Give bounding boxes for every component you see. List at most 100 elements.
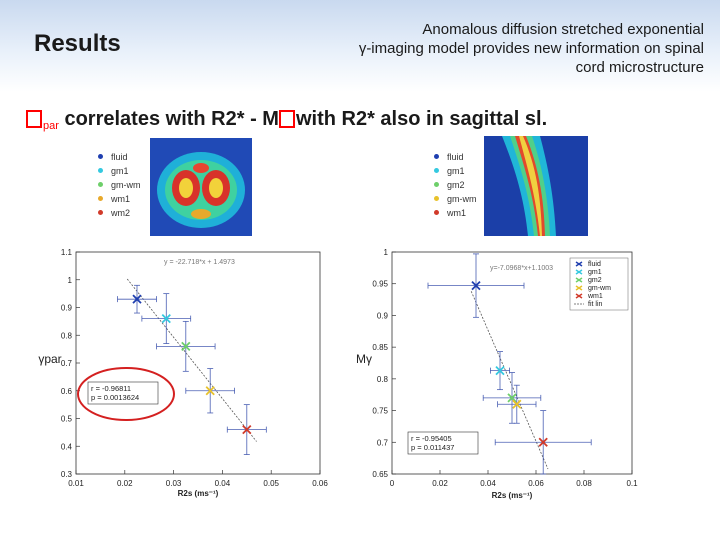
- x-tick-label: 0.03: [166, 479, 182, 488]
- y-tick-label: 1.1: [61, 248, 73, 257]
- y-axis-label: Mγ: [356, 352, 372, 366]
- legend-label: gm-wm: [111, 180, 141, 190]
- stats-text: p = 0.0013624: [91, 393, 139, 402]
- legend-item: fluid: [98, 150, 141, 164]
- y-tick-label: 0.75: [372, 407, 388, 416]
- data-point: [156, 320, 216, 372]
- legend-marker: [575, 293, 583, 299]
- point-marker: [495, 365, 505, 376]
- legend-marker: [575, 261, 583, 267]
- stats-text: p = 0.011437: [411, 443, 454, 452]
- highlight-ellipse: [77, 367, 175, 421]
- legend-dot: [434, 182, 439, 187]
- y-tick-label: 0.4: [61, 442, 73, 451]
- y-tick-label: 0.95: [372, 280, 388, 289]
- legend-label: fluid: [447, 152, 464, 162]
- fit-equation: y = -22.718*x + 1.4973: [164, 259, 235, 266]
- plot-area: [75, 251, 321, 475]
- headline-subscript: par: [43, 120, 59, 132]
- y-tick-label: 0.8: [377, 375, 389, 384]
- axial-image-panel: fluid gm1 gm-wm wm1 wm2: [90, 136, 258, 236]
- legend-label: gm1: [588, 269, 602, 276]
- fit-line: [126, 278, 257, 442]
- y-tick-label: 0.9: [61, 304, 73, 313]
- subtitle-line: Anomalous diffusion stretched exponentia…: [422, 21, 704, 38]
- data-point: [117, 284, 157, 314]
- legend-dot: [98, 182, 103, 187]
- fit-line: [470, 291, 549, 470]
- sagittal-legend: fluid gm1 gm2 gm-wm wm1: [434, 150, 477, 220]
- y-tick-label: 0.8: [61, 331, 73, 340]
- legend-item: wm1: [98, 192, 141, 206]
- x-tick-label: 0.04: [215, 479, 231, 488]
- slide-title: Results: [34, 30, 121, 57]
- x-tick-label: 0.06: [312, 479, 328, 488]
- sagittal-image-panel: fluid gm1 gm2 gm-wm wm1: [426, 136, 590, 236]
- subtitle-line: γ-imaging model provides new information…: [358, 40, 704, 57]
- legend-item: gm-wm: [434, 192, 477, 206]
- y-tick-label: 0.7: [377, 438, 389, 447]
- data-point: [494, 410, 592, 475]
- legend-label: gm-wm: [588, 285, 611, 292]
- x-tick-label: 0.01: [68, 479, 84, 488]
- point-marker: [507, 393, 517, 403]
- legend-frame: [569, 257, 629, 311]
- legend-marker: [575, 285, 583, 291]
- legend-marker: [575, 277, 583, 283]
- x-axis-label: R2s (ms⁻¹): [178, 489, 219, 498]
- legend-dot: [434, 196, 439, 201]
- legend-dot: [434, 168, 439, 173]
- data-point: [482, 372, 542, 424]
- stats-frame: [87, 381, 159, 405]
- legend-marker: [575, 269, 583, 275]
- y-tick-label: 0.65: [372, 470, 388, 479]
- legend-dot: [98, 196, 103, 201]
- y-tick-label: 0.9: [377, 311, 389, 320]
- sagittal-mri-image: [484, 136, 588, 236]
- x-tick-label: 0: [390, 479, 395, 488]
- stats-frame: [407, 431, 479, 455]
- y-tick-label: 0.6: [61, 387, 73, 396]
- x-tick-label: 0.04: [480, 479, 496, 488]
- legend-label: gm1: [111, 166, 129, 176]
- point-marker: [132, 294, 142, 304]
- point-marker: [181, 341, 191, 351]
- legend-label: gm1: [447, 166, 465, 176]
- data-point: [141, 293, 192, 344]
- legend-label: wm1: [111, 194, 131, 204]
- missing-glyph-icon: [278, 110, 295, 128]
- x-tick-label: 0.02: [432, 479, 448, 488]
- stats-text: r = -0.96811: [91, 384, 131, 393]
- legend-label: fit lin: [588, 301, 603, 308]
- legend-label: gm-wm: [447, 194, 477, 204]
- legend-item: gm2: [434, 178, 477, 192]
- point-marker: [205, 386, 215, 396]
- x-tick-label: 0.06: [528, 479, 544, 488]
- point-marker: [161, 313, 171, 324]
- legend-item: gm-wm: [98, 178, 141, 192]
- legend-dot: [98, 210, 103, 215]
- data-point: [185, 368, 236, 414]
- data-point: [489, 351, 511, 391]
- legend-label: fluid: [111, 152, 128, 162]
- legend-item: gm1: [98, 164, 141, 178]
- slide-subtitle: Anomalous diffusion stretched exponentia…: [284, 20, 704, 77]
- y-tick-label: 0.85: [372, 343, 388, 352]
- stats-text: r = -0.95405: [411, 434, 452, 443]
- x-tick-label: 0.02: [117, 479, 133, 488]
- y-tick-label: 1: [68, 276, 73, 285]
- x-tick-label: 0.1: [626, 479, 638, 488]
- data-point: [427, 253, 525, 318]
- missing-glyph-icon: [26, 110, 42, 128]
- slide-header: [0, 0, 720, 92]
- point-marker: [471, 280, 481, 291]
- axial-mri-image: [150, 138, 252, 236]
- legend-item: wm2: [98, 206, 141, 220]
- y-tick-label: 0.3: [61, 470, 73, 479]
- point-marker: [242, 424, 252, 435]
- data-point: [497, 384, 537, 424]
- point-marker: [512, 399, 522, 409]
